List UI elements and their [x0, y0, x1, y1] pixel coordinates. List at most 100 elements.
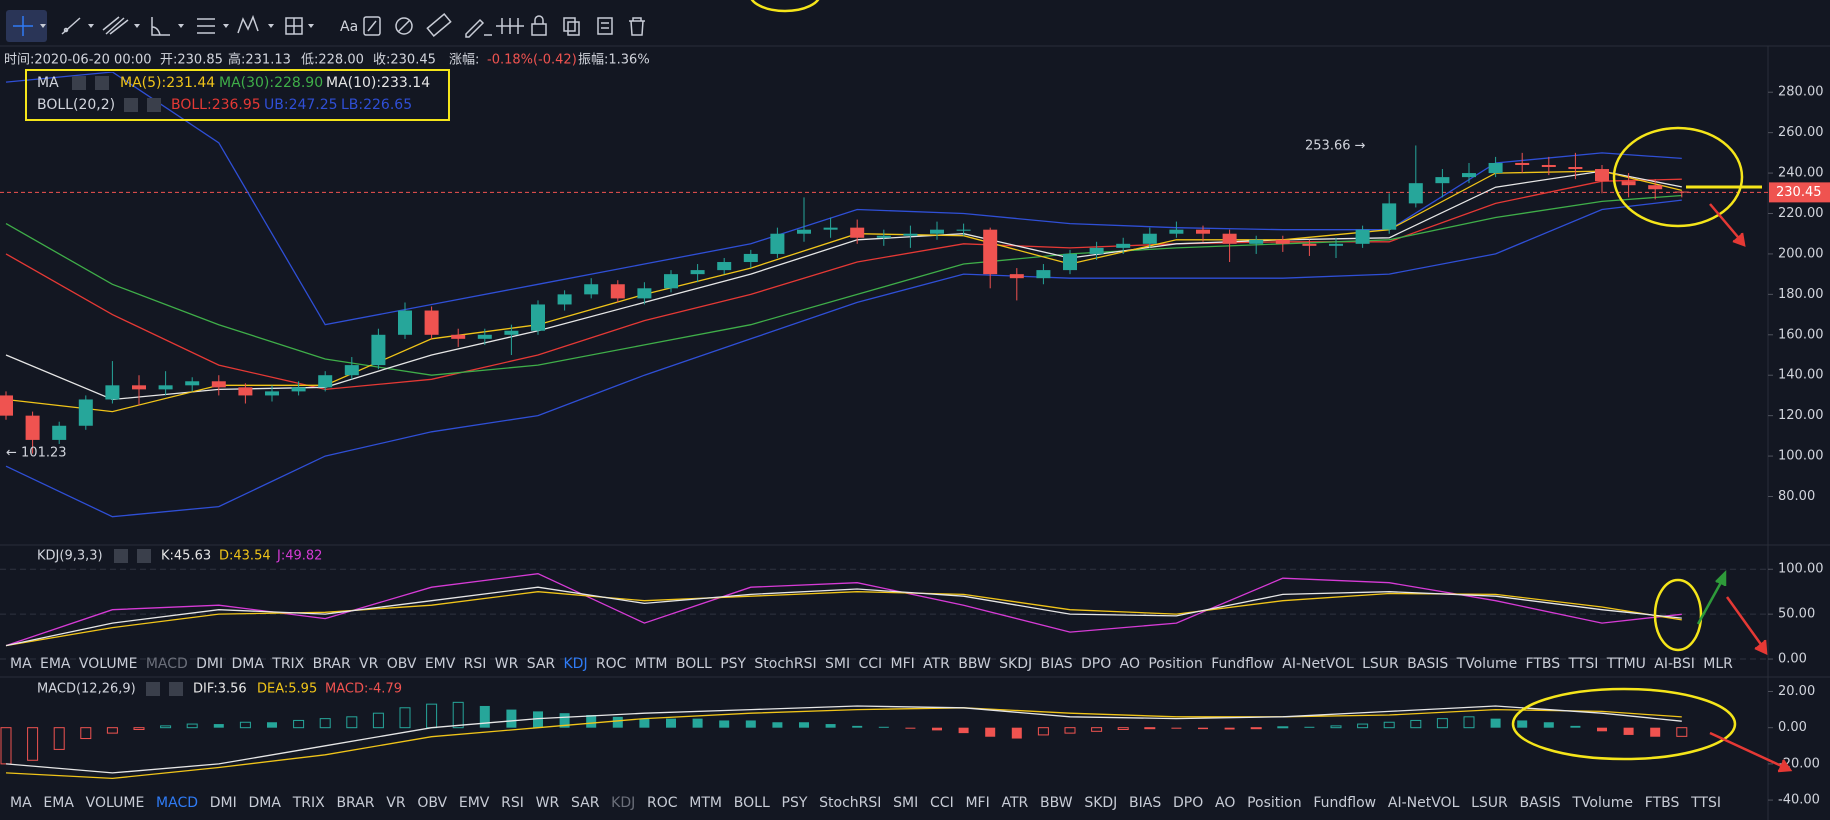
- indicator-tab[interactable]: CCI: [858, 656, 883, 672]
- delete-tool[interactable]: [629, 17, 645, 36]
- indicator-tab[interactable]: TRIX: [272, 656, 305, 672]
- crosshair-tool[interactable]: [13, 16, 33, 36]
- magnet-tool[interactable]: [395, 17, 413, 35]
- indicator-tab[interactable]: KDJ: [611, 795, 636, 811]
- indicator-tab[interactable]: DPO: [1173, 795, 1204, 811]
- indicator-tab[interactable]: MTM: [634, 656, 668, 672]
- indicator-tab[interactable]: Fundflow: [1211, 656, 1274, 672]
- indicator-tab[interactable]: BRAR: [312, 656, 351, 672]
- indicator-tab[interactable]: MLR: [1703, 656, 1733, 672]
- dropdown[interactable]: [223, 24, 229, 28]
- indicator-tab[interactable]: SKDJ: [1084, 795, 1118, 811]
- indicator-tab[interactable]: FTBS: [1644, 795, 1680, 811]
- indicator-tab[interactable]: PSY: [781, 795, 808, 811]
- indicator-tab[interactable]: VOLUME: [85, 795, 145, 811]
- indicator-tab[interactable]: DMA: [248, 795, 281, 811]
- close-icon[interactable]: [95, 76, 109, 90]
- indicator-tab[interactable]: ATR: [1001, 795, 1029, 811]
- indicator-tab[interactable]: RSI: [463, 656, 487, 672]
- indicator-tab[interactable]: MTM: [689, 795, 723, 811]
- indicator-tab[interactable]: OBV: [386, 656, 417, 672]
- indicator-tab[interactable]: BBW: [1040, 795, 1073, 811]
- indicator-tab[interactable]: EMA: [43, 795, 74, 811]
- indicator-tab[interactable]: StochRSI: [819, 795, 882, 811]
- visibility-tool[interactable]: [496, 18, 524, 34]
- indicator-tab[interactable]: DPO: [1081, 656, 1112, 672]
- indicator-tab[interactable]: StochRSI: [754, 656, 817, 672]
- wave-tool[interactable]: [237, 14, 259, 34]
- indicator-tab[interactable]: Position: [1148, 656, 1203, 672]
- indicator-tab[interactable]: TVolume: [1572, 795, 1634, 811]
- indicator-tab[interactable]: BBW: [958, 656, 991, 672]
- indicator-tab[interactable]: MACD: [156, 795, 199, 811]
- indicator-tab[interactable]: Position: [1247, 795, 1302, 811]
- indicator-tab[interactable]: TTMU: [1606, 656, 1646, 672]
- text-tool[interactable]: Aa: [340, 19, 358, 35]
- indicator-tab[interactable]: MACD: [145, 656, 188, 672]
- indicator-tab[interactable]: MFI: [965, 795, 990, 811]
- indicator-tab[interactable]: ATR: [923, 656, 950, 672]
- dropdown[interactable]: [40, 24, 46, 28]
- indicator-tab[interactable]: LSUR: [1362, 656, 1399, 672]
- pattern-tool[interactable]: [363, 16, 381, 36]
- indicator-tab[interactable]: AI-NetVOL: [1282, 656, 1354, 672]
- indicator-tab[interactable]: CCI: [930, 795, 954, 811]
- indicator-tab[interactable]: BIAS: [1129, 795, 1162, 811]
- indicator-tab[interactable]: ROC: [647, 795, 678, 811]
- dropdown[interactable]: [178, 24, 184, 28]
- fib-tool[interactable]: [197, 18, 215, 34]
- indicator-tab[interactable]: TVolume: [1456, 656, 1518, 672]
- indicator-tab[interactable]: AO: [1119, 656, 1140, 672]
- copy-tool[interactable]: [563, 17, 580, 36]
- indicator-tab[interactable]: EMA: [40, 656, 71, 672]
- close-icon[interactable]: [169, 682, 183, 696]
- indicator-tab[interactable]: WR: [535, 795, 560, 811]
- dropdown[interactable]: [308, 24, 314, 28]
- angle-tool[interactable]: [151, 17, 170, 36]
- settings-icon[interactable]: [124, 98, 138, 112]
- trendline-tool[interactable]: [61, 17, 81, 35]
- indicator-tab[interactable]: KDJ: [563, 656, 588, 672]
- ruler-tool[interactable]: [426, 13, 452, 37]
- indicator-tab[interactable]: Fundflow: [1313, 795, 1377, 811]
- indicator-tab[interactable]: TTSI: [1691, 795, 1721, 811]
- indicator-tab[interactable]: SKDJ: [999, 656, 1033, 672]
- indicator-tab[interactable]: BOLL: [733, 795, 770, 811]
- settings-icon[interactable]: [72, 76, 86, 90]
- indicator-tab[interactable]: MFI: [890, 656, 915, 672]
- channel-tool[interactable]: [102, 16, 129, 35]
- indicator-tab[interactable]: VOLUME: [78, 656, 138, 672]
- indicator-tab[interactable]: TTSI: [1568, 656, 1599, 672]
- indicator-tab[interactable]: BIAS: [1040, 656, 1073, 672]
- indicator-tab[interactable]: BOLL: [675, 656, 712, 672]
- indicator-tab[interactable]: BRAR: [336, 795, 375, 811]
- indicator-tab[interactable]: SAR: [570, 795, 600, 811]
- measure-tool[interactable]: [285, 17, 303, 35]
- indicator-tab[interactable]: VR: [386, 795, 406, 811]
- close-icon[interactable]: [147, 98, 161, 112]
- indicator-tab[interactable]: DMA: [231, 656, 264, 672]
- indicator-tab[interactable]: EMV: [424, 656, 456, 672]
- indicator-tab[interactable]: SMI: [893, 795, 919, 811]
- indicator-tab[interactable]: SMI: [825, 656, 851, 672]
- close-icon[interactable]: [137, 549, 151, 563]
- dropdown[interactable]: [134, 24, 140, 28]
- lock-tool[interactable]: [531, 15, 547, 36]
- pen-tool[interactable]: [465, 18, 492, 38]
- settings-icon[interactable]: [114, 549, 128, 563]
- indicator-tab[interactable]: AO: [1215, 795, 1236, 811]
- indicator-tab[interactable]: MA: [10, 656, 32, 672]
- indicator-tab[interactable]: ROC: [595, 656, 627, 672]
- indicator-tab[interactable]: MA: [10, 795, 32, 811]
- settings-icon[interactable]: [146, 682, 160, 696]
- indicator-tab[interactable]: AI-NetVOL: [1387, 795, 1460, 811]
- dropdown[interactable]: [88, 24, 94, 28]
- indicator-tab[interactable]: TRIX: [292, 795, 325, 811]
- indicator-tab[interactable]: BASIS: [1519, 795, 1561, 811]
- indicator-tab[interactable]: AI-BSI: [1654, 656, 1695, 672]
- indicator-tab[interactable]: VR: [359, 656, 379, 672]
- indicator-tab[interactable]: PSY: [720, 656, 747, 672]
- indicator-tab[interactable]: WR: [494, 656, 519, 672]
- indicator-tab[interactable]: DMI: [209, 795, 237, 811]
- dropdown[interactable]: [268, 24, 274, 28]
